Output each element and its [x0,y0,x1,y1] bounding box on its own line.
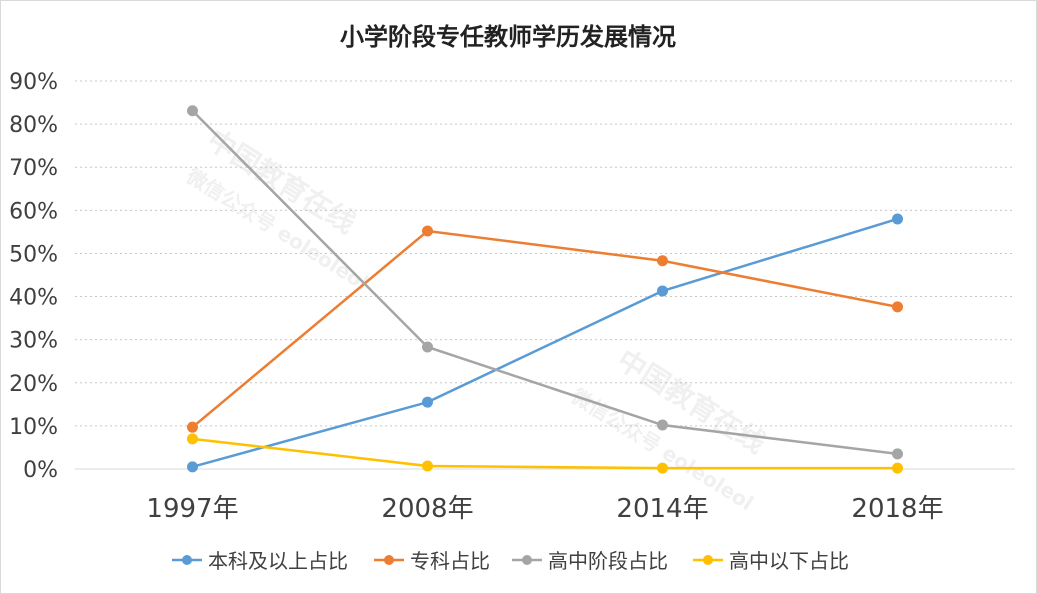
legend-marker [384,555,394,565]
data-point [657,285,668,297]
data-point [187,105,198,117]
y-tick-label: 90% [9,70,58,95]
legend-marker [182,555,192,565]
legend-marker [703,555,713,565]
series-line [191,229,898,429]
y-tick-label: 60% [9,199,58,224]
legend-label: 高中阶段占比 [548,549,668,573]
data-point [422,396,433,408]
data-point [657,462,668,474]
y-tick-label: 10% [9,415,58,440]
legend-item: 本科及以上占比 [172,549,348,573]
y-tick-label: 0% [23,458,58,483]
series-line [192,217,898,469]
legend-label: 高中以下占比 [729,549,849,573]
watermark: 中国教育在线 微信公众号 eoleoleol 中国教育在线 微信公众号 eole… [182,123,772,515]
x-tick-label: 2014年 [616,494,708,524]
data-point [892,301,903,313]
y-tick-label: 70% [9,156,58,181]
data-point [892,448,903,460]
y-tick-label: 50% [9,242,58,267]
data-point [422,341,433,353]
data-point [892,462,903,474]
legend-marker [522,555,532,565]
y-tick-label: 20% [9,372,58,397]
y-tick-label: 80% [9,113,58,138]
data-point [422,225,433,237]
x-tick-label: 2008年 [381,494,473,524]
data-point [892,213,903,225]
legend-label: 本科及以上占比 [208,549,348,573]
x-tick-label: 1997年 [146,494,238,524]
data-point [657,255,668,267]
legend-item: 高中阶段占比 [512,549,668,573]
legend-item: 高中以下占比 [693,549,849,573]
series-line [192,437,898,470]
data-point [187,421,198,433]
y-tick-label: 40% [9,286,58,311]
chart-title: 小学阶段专任教师学历发展情况 [340,23,676,51]
data-point [187,433,198,445]
data-point [422,460,433,472]
legend-item: 专科占比 [374,549,490,573]
data-point [657,419,668,431]
x-tick-label: 2018年 [851,494,943,524]
data-point [187,461,198,473]
legend-label: 专科占比 [410,549,490,573]
series-line [191,109,898,456]
y-tick-label: 30% [9,329,58,354]
